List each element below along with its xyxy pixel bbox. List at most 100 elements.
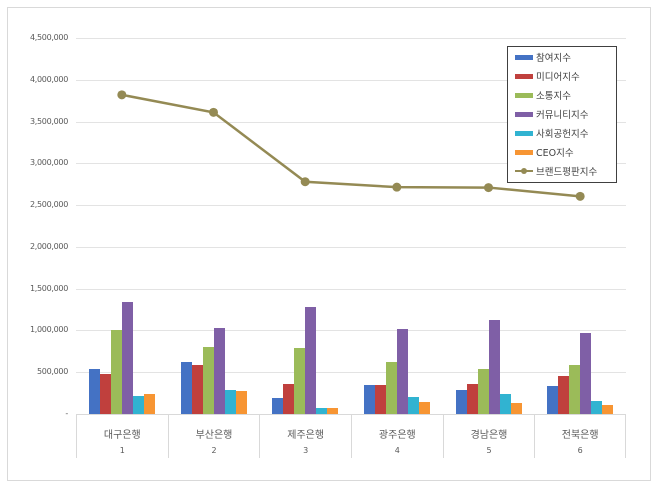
y-tick-label: 2,000,000	[29, 241, 68, 251]
bar	[477, 368, 489, 414]
bar	[305, 307, 317, 414]
bar	[224, 389, 236, 414]
y-tick-label: 4,500,000	[29, 33, 68, 42]
category-cell: 경남은행 5	[442, 414, 535, 458]
bar	[235, 391, 247, 414]
category-label: 전북은행	[561, 430, 599, 441]
bar	[510, 403, 522, 414]
gridline	[76, 205, 626, 206]
bar	[602, 404, 614, 414]
y-tick-label: 500,000	[37, 367, 68, 377]
y-tick-label: -	[65, 409, 68, 418]
gridline	[76, 247, 626, 248]
category-cell: 제주은행 3	[259, 414, 351, 458]
line-marker	[117, 90, 127, 100]
bar	[202, 346, 214, 414]
line-marker	[300, 177, 310, 187]
gridline	[76, 163, 626, 164]
bar	[558, 375, 570, 414]
legend-line-marker-icon	[515, 168, 533, 174]
category-label: 대구은행	[103, 430, 141, 441]
y-tick-label: 3,000,000	[29, 158, 68, 168]
bar	[580, 332, 592, 414]
bar	[396, 328, 408, 414]
gridline	[76, 289, 626, 290]
category-number: 4	[394, 446, 400, 455]
gridline	[76, 80, 626, 81]
bar	[488, 319, 500, 414]
legend-swatch-icon	[515, 54, 533, 60]
bar	[374, 384, 386, 414]
bar	[283, 383, 295, 414]
bar	[407, 396, 419, 414]
legend-swatch-icon	[515, 73, 533, 79]
legend-label: 미디어지수	[536, 72, 580, 83]
category-label: 경남은행	[470, 430, 508, 441]
bar	[385, 361, 397, 414]
legend-item: CEO지수	[515, 145, 574, 159]
legend-item: 커뮤니티지수	[515, 107, 588, 121]
legend-swatch-icon	[515, 111, 533, 117]
legend-label: 사회공헌지수	[536, 129, 589, 140]
legend-label: CEO지수	[536, 148, 574, 159]
bar	[121, 301, 133, 414]
category-number: 2	[211, 446, 217, 455]
category-label: 부산은행	[195, 430, 233, 441]
legend-swatch-icon	[515, 92, 533, 98]
bar	[180, 361, 192, 414]
bar	[327, 407, 339, 414]
bar	[213, 327, 225, 414]
legend-label: 브랜드평판지수	[536, 167, 598, 178]
bar	[499, 393, 511, 414]
y-tick-label: 2,500,000	[29, 200, 68, 210]
legend-label: 참여지수	[536, 53, 571, 64]
bar	[466, 383, 478, 414]
category-cell: 전북은행 6	[534, 414, 626, 458]
gridline	[76, 122, 626, 123]
bar	[110, 330, 122, 414]
category-label: 제주은행	[287, 430, 325, 441]
bar	[591, 401, 603, 414]
bar	[363, 384, 375, 414]
bar	[316, 407, 328, 414]
category-number: 1	[119, 446, 125, 455]
bar	[418, 401, 430, 414]
bar	[455, 390, 467, 414]
bar	[569, 365, 581, 414]
bar	[547, 386, 559, 414]
bar	[88, 368, 100, 414]
legend-swatch-icon	[515, 130, 533, 136]
bar	[99, 373, 111, 414]
gridline	[76, 330, 626, 331]
gridline	[76, 372, 626, 373]
legend-item: 브랜드평판지수	[515, 164, 597, 178]
line-marker	[575, 191, 585, 201]
category-cell: 광주은행 4	[351, 414, 443, 458]
bar	[132, 396, 144, 414]
line-marker	[484, 183, 493, 193]
legend-swatch-icon	[515, 149, 533, 155]
category-number: 3	[303, 446, 309, 455]
y-tick-label: 4,000,000	[29, 74, 68, 84]
legend-item: 참여지수	[515, 50, 571, 64]
category-cell: 대구은행 1	[76, 414, 168, 458]
legend-label: 소통지수	[536, 91, 571, 102]
bar	[191, 364, 203, 414]
y-tick-label: 1,500,000	[29, 283, 68, 293]
y-tick-label: 1,000,000	[29, 325, 68, 335]
category-cell: 부산은행 2	[167, 414, 260, 458]
legend-item: 소통지수	[515, 88, 571, 102]
bar	[272, 397, 284, 414]
line-marker	[392, 182, 402, 192]
bar	[143, 393, 155, 414]
category-number: 5	[486, 446, 492, 455]
legend-item: 미디어지수	[515, 69, 580, 83]
y-tick-label: 3,500,000	[29, 116, 68, 126]
gridline	[76, 38, 626, 39]
line-marker	[209, 107, 218, 117]
legend-item: 사회공헌지수	[515, 126, 588, 140]
category-label: 광주은행	[378, 430, 416, 441]
category-number: 6	[577, 446, 583, 455]
